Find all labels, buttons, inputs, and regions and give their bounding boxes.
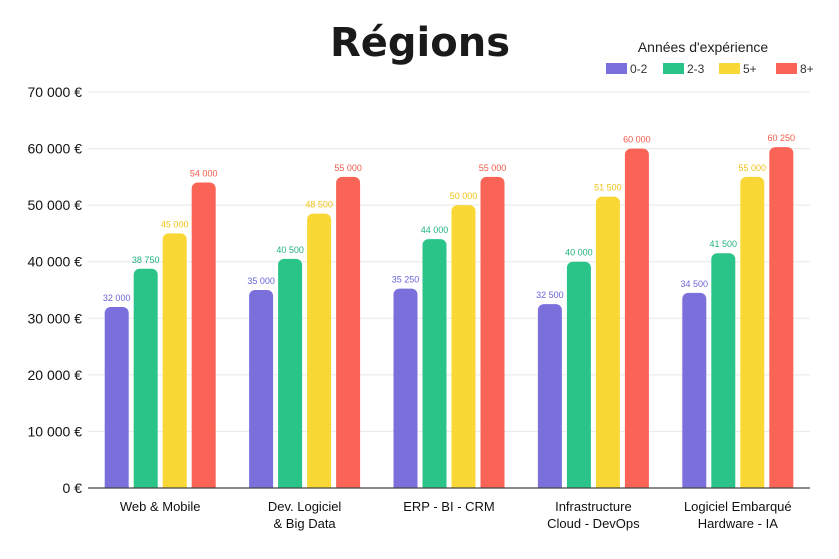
- y-tick-label: 30 000 €: [28, 310, 83, 326]
- x-tick-label: & Big Data: [274, 516, 337, 531]
- data-label: 50 000: [450, 191, 478, 201]
- data-label: 35 000: [247, 276, 275, 286]
- x-tick-label: Hardware - IA: [698, 516, 779, 531]
- x-tick-label: Dev. Logiciel: [268, 499, 342, 514]
- bar-8+-0: [191, 182, 216, 488]
- legend: 0-2 2-3 5+ 8+: [606, 62, 814, 76]
- bars: 32 000 38 750 45 000 54 000 35 000 40 500 48 5…: [103, 133, 796, 488]
- data-label: 60 000: [623, 135, 651, 145]
- bar-2-3-4: [711, 253, 736, 488]
- bar-2-3-2: [422, 239, 447, 488]
- x-tick-label: Logiciel Embarqué: [684, 499, 792, 514]
- y-tick-label: 60 000 €: [28, 141, 83, 157]
- data-label: 51 500: [594, 183, 622, 193]
- bar-8+-1: [336, 176, 361, 488]
- legend-label-5+: 5+: [743, 62, 757, 76]
- bar-0-2-4: [682, 292, 707, 488]
- bar-8+-4: [769, 147, 794, 488]
- y-tick-label: 20 000 €: [28, 367, 83, 383]
- x-tick-label: Infrastructure: [555, 499, 632, 514]
- chart-title: Régions: [330, 20, 510, 66]
- data-label: 44 000: [421, 225, 449, 235]
- legend-swatch-8+: [776, 63, 797, 74]
- bar-5+-1: [307, 213, 332, 488]
- y-tick-label: 50 000 €: [28, 197, 83, 213]
- data-label: 55 000: [334, 163, 362, 173]
- bar-0-2-1: [249, 290, 274, 488]
- legend-swatch-0-2: [606, 63, 627, 74]
- data-label: 55 000: [739, 163, 767, 173]
- data-label: 40 000: [565, 248, 593, 258]
- bar-2-3-1: [278, 258, 303, 488]
- bar-5+-4: [740, 176, 765, 488]
- y-tick-label: 40 000 €: [28, 254, 83, 270]
- data-label: 35 250: [392, 275, 420, 285]
- bar-8+-3: [624, 148, 649, 488]
- data-label: 60 250: [768, 133, 796, 143]
- y-tick-label: 0 €: [63, 480, 83, 496]
- bar-0-2-0: [104, 306, 129, 488]
- bar-8+-2: [480, 176, 505, 488]
- bar-2-3-0: [133, 268, 158, 488]
- legend-swatch-5+: [719, 63, 740, 74]
- y-tick-label: 70 000 €: [28, 84, 83, 100]
- bar-5+-0: [162, 233, 187, 488]
- legend-label-8+: 8+: [800, 62, 814, 76]
- data-label: 32 500: [536, 290, 564, 300]
- y-axis: 0 € 10 000 € 20 000 € 30 000 € 40 000 € 50 00…: [28, 84, 83, 496]
- data-label: 55 000: [479, 163, 507, 173]
- data-label: 34 500: [681, 279, 709, 289]
- bar-2-3-3: [566, 261, 591, 488]
- legend-label-0-2: 0-2: [630, 62, 648, 76]
- data-label: 40 500: [276, 245, 304, 255]
- data-label: 54 000: [190, 169, 218, 179]
- data-label: 41 500: [710, 239, 738, 249]
- data-label: 45 000: [161, 219, 189, 229]
- y-tick-label: 10 000 €: [28, 423, 83, 439]
- bar-5+-3: [595, 196, 620, 488]
- bar-0-2-2: [393, 288, 418, 488]
- bar-5+-2: [451, 205, 476, 488]
- bar-0-2-3: [537, 304, 562, 488]
- x-tick-label: Cloud - DevOps: [547, 516, 640, 531]
- legend-title: Années d'expérience: [638, 39, 769, 55]
- legend-label-2-3: 2-3: [687, 62, 705, 76]
- data-label: 48 500: [305, 200, 333, 210]
- legend-swatch-2-3: [663, 63, 684, 74]
- x-tick-label: ERP - BI - CRM: [403, 499, 495, 514]
- data-label: 32 000: [103, 293, 131, 303]
- x-axis: Web & Mobile Dev. Logiciel & Big Data ERP -…: [120, 499, 792, 531]
- x-tick-label: Web & Mobile: [120, 499, 201, 514]
- data-label: 38 750: [132, 255, 160, 265]
